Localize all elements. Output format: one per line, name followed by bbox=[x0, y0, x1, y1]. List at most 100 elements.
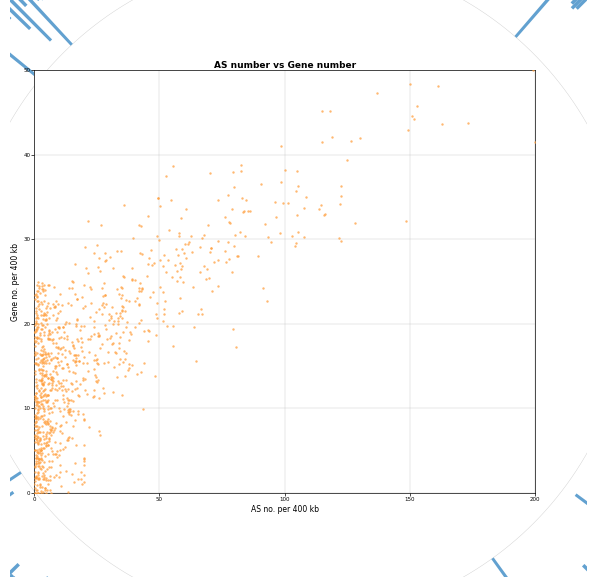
Point bbox=[57, 349, 67, 358]
Point bbox=[111, 309, 121, 318]
Point bbox=[41, 371, 51, 380]
Point bbox=[99, 388, 108, 398]
Point bbox=[33, 407, 43, 417]
Point bbox=[33, 310, 42, 320]
Point bbox=[94, 393, 104, 402]
Point bbox=[176, 213, 186, 223]
Point bbox=[106, 332, 116, 341]
Point bbox=[43, 301, 52, 310]
Point bbox=[37, 356, 46, 365]
Point bbox=[101, 257, 110, 266]
Point bbox=[244, 207, 253, 216]
Point bbox=[32, 334, 42, 343]
Point bbox=[127, 275, 136, 284]
Point bbox=[58, 444, 67, 454]
Point bbox=[66, 378, 76, 387]
Point bbox=[30, 350, 40, 359]
Point bbox=[98, 340, 107, 349]
Point bbox=[49, 302, 58, 312]
Point bbox=[35, 349, 44, 358]
Point bbox=[80, 455, 89, 464]
Point bbox=[69, 421, 78, 430]
Point bbox=[34, 401, 44, 410]
Point bbox=[61, 318, 71, 327]
Point bbox=[32, 436, 42, 445]
Point bbox=[236, 166, 246, 175]
Point bbox=[34, 440, 44, 449]
Point bbox=[223, 238, 232, 247]
Point bbox=[30, 438, 40, 447]
Point bbox=[60, 443, 70, 452]
Point bbox=[31, 304, 41, 313]
Point bbox=[35, 391, 45, 400]
Point bbox=[58, 429, 67, 438]
Point bbox=[35, 428, 45, 437]
Point bbox=[66, 404, 75, 414]
Point bbox=[336, 200, 345, 209]
Point bbox=[59, 398, 69, 407]
Point bbox=[39, 474, 48, 483]
Point bbox=[44, 352, 54, 361]
Point bbox=[159, 316, 168, 325]
Point bbox=[80, 477, 89, 486]
Point bbox=[70, 289, 79, 298]
Point bbox=[46, 355, 56, 364]
Point bbox=[139, 358, 149, 368]
Point bbox=[48, 457, 57, 466]
Point bbox=[48, 328, 57, 337]
Point bbox=[136, 278, 145, 287]
Point bbox=[34, 428, 44, 437]
Point bbox=[31, 454, 41, 463]
Point bbox=[67, 380, 77, 389]
Point bbox=[69, 343, 79, 353]
Point bbox=[136, 315, 145, 324]
Point bbox=[69, 368, 78, 377]
Point bbox=[100, 278, 109, 287]
Point bbox=[114, 290, 123, 299]
Point bbox=[38, 354, 48, 364]
Point bbox=[48, 408, 57, 417]
Point bbox=[113, 319, 122, 328]
Point bbox=[174, 308, 184, 317]
Point bbox=[301, 193, 311, 202]
Point bbox=[33, 447, 43, 456]
Point bbox=[134, 220, 144, 230]
Point bbox=[36, 413, 45, 422]
Point bbox=[59, 333, 69, 342]
Point bbox=[34, 454, 44, 463]
Point bbox=[89, 365, 99, 374]
Point bbox=[46, 385, 55, 394]
Point bbox=[195, 267, 205, 276]
Point bbox=[83, 390, 92, 399]
Point bbox=[37, 369, 46, 378]
Point bbox=[372, 88, 382, 98]
Point bbox=[49, 299, 58, 309]
Point bbox=[117, 302, 127, 311]
Point bbox=[41, 396, 50, 405]
Point bbox=[117, 306, 127, 316]
Point bbox=[101, 325, 111, 334]
Point bbox=[58, 322, 68, 331]
Point bbox=[48, 428, 57, 437]
Point bbox=[32, 453, 42, 462]
Point bbox=[73, 295, 82, 304]
Point bbox=[52, 370, 62, 379]
Point bbox=[46, 372, 56, 381]
Point bbox=[113, 246, 122, 256]
Point bbox=[31, 473, 41, 482]
Point bbox=[30, 479, 39, 489]
Point bbox=[45, 471, 55, 480]
Point bbox=[64, 432, 74, 441]
Point bbox=[69, 396, 78, 406]
Point bbox=[73, 316, 82, 325]
Point bbox=[36, 454, 46, 463]
Point bbox=[169, 162, 178, 171]
Point bbox=[38, 380, 48, 389]
Point bbox=[152, 313, 162, 323]
Point bbox=[64, 407, 73, 417]
Point bbox=[45, 358, 54, 368]
Point bbox=[38, 415, 48, 424]
Point bbox=[86, 299, 95, 308]
Point bbox=[127, 264, 136, 273]
Point bbox=[153, 231, 162, 241]
